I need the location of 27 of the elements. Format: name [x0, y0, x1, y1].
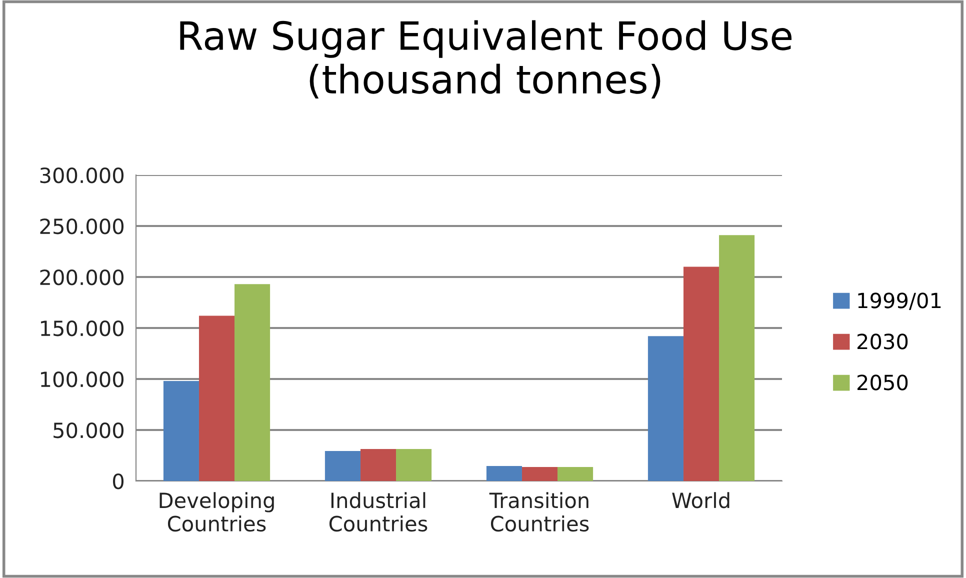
x-tick-label: Industrial Countries — [329, 492, 428, 532]
bar — [396, 448, 432, 481]
bar — [324, 451, 360, 481]
legend-label: 1999/01 — [858, 292, 941, 310]
x-tick-label: World — [672, 492, 730, 508]
bar — [522, 467, 558, 481]
y-tick-label: 100.000 — [41, 371, 124, 388]
bar — [486, 466, 522, 481]
bar — [719, 235, 755, 481]
y-tick-label: 0 — [113, 473, 124, 490]
bar — [198, 316, 235, 481]
bar — [234, 284, 270, 481]
x-tick-label: Transition Countries — [489, 492, 589, 532]
bar — [163, 381, 199, 481]
y-tick-label: 300.000 — [40, 167, 124, 184]
y-tick-label: 250.000 — [40, 218, 124, 234]
bar — [683, 266, 720, 481]
bar — [558, 467, 594, 481]
legend-label: 2030 — [857, 334, 908, 350]
y-tick-label: 200.000 — [40, 269, 124, 286]
y-tick-label: 150.000 — [41, 320, 124, 336]
bar — [360, 448, 396, 481]
y-tick-label: 50.000 — [54, 422, 124, 438]
x-tick-label: Developing Countries — [160, 492, 274, 532]
chart-title: Raw Sugar Equivalent Food Use (thousand tonnes) — [180, 20, 792, 98]
legend-label: 2050 — [857, 374, 908, 390]
bar — [648, 336, 684, 481]
